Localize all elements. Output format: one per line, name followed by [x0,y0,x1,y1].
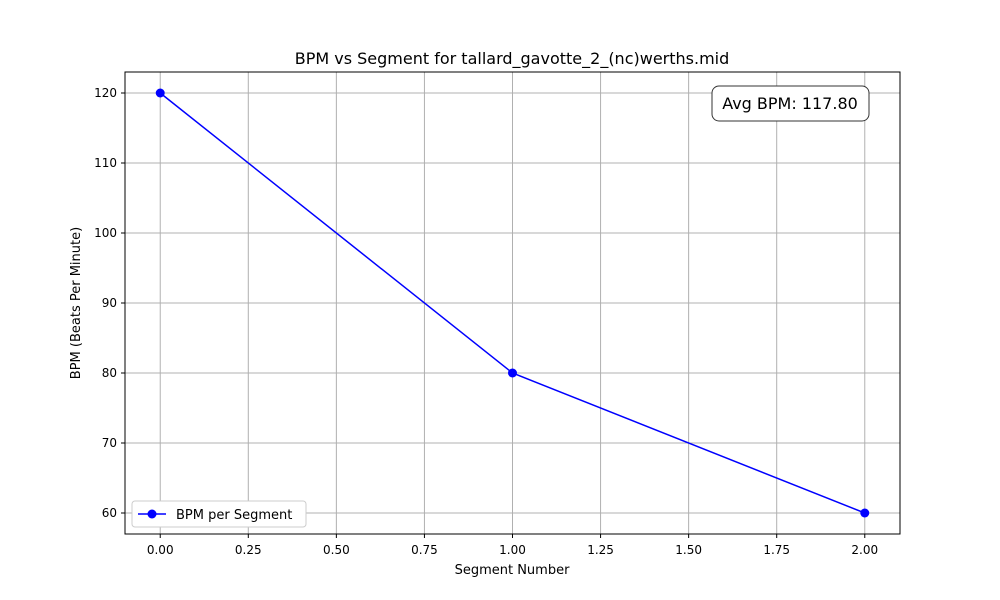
series-layer [155,88,870,518]
data-point [508,368,517,378]
y-tick-label: 100 [94,226,117,240]
x-tick-label: 2.00 [851,543,878,557]
x-tick-label: 1.25 [587,543,614,557]
annotation-box [711,85,870,122]
y-tick-label: 110 [94,156,117,170]
y-tick-label: 90 [102,296,117,310]
data-point [155,88,165,98]
x-tick-label: 1.00 [499,543,526,557]
y-axis-ticks: 60 70 80 90 100 110 120 [94,86,125,520]
avg-bpm-annotation: Avg BPM: 117.80 [711,85,870,122]
x-tick-label: 1.75 [763,543,790,557]
legend-marker-swatch [147,509,157,519]
y-axis-label: BPM (Beats Per Minute) [69,227,84,379]
annotation-text: Avg BPM: 117.80 [722,94,858,113]
x-tick-label: 0.50 [323,543,350,557]
legend: BPM per Segment [131,500,307,528]
chart-title: BPM vs Segment for tallard_gavotte_2_(nc… [295,49,730,69]
x-axis-ticks: 0.00 0.25 0.50 0.75 1.00 1.25 1.50 1.75 2.00 [147,534,878,557]
y-tick-label: 70 [102,436,117,450]
legend-box [131,500,307,528]
x-axis-label: Segment Number [455,563,571,578]
y-tick-label: 60 [102,506,117,520]
x-tick-label: 1.50 [675,543,702,557]
y-tick-label: 80 [102,366,117,380]
data-point [860,508,870,518]
x-tick-label: 0.25 [235,543,262,557]
x-tick-label: 0.00 [147,543,174,557]
legend-entry: BPM per Segment [176,508,292,523]
x-tick-label: 0.75 [411,543,438,557]
grid [125,72,900,534]
y-tick-label: 120 [94,86,117,100]
